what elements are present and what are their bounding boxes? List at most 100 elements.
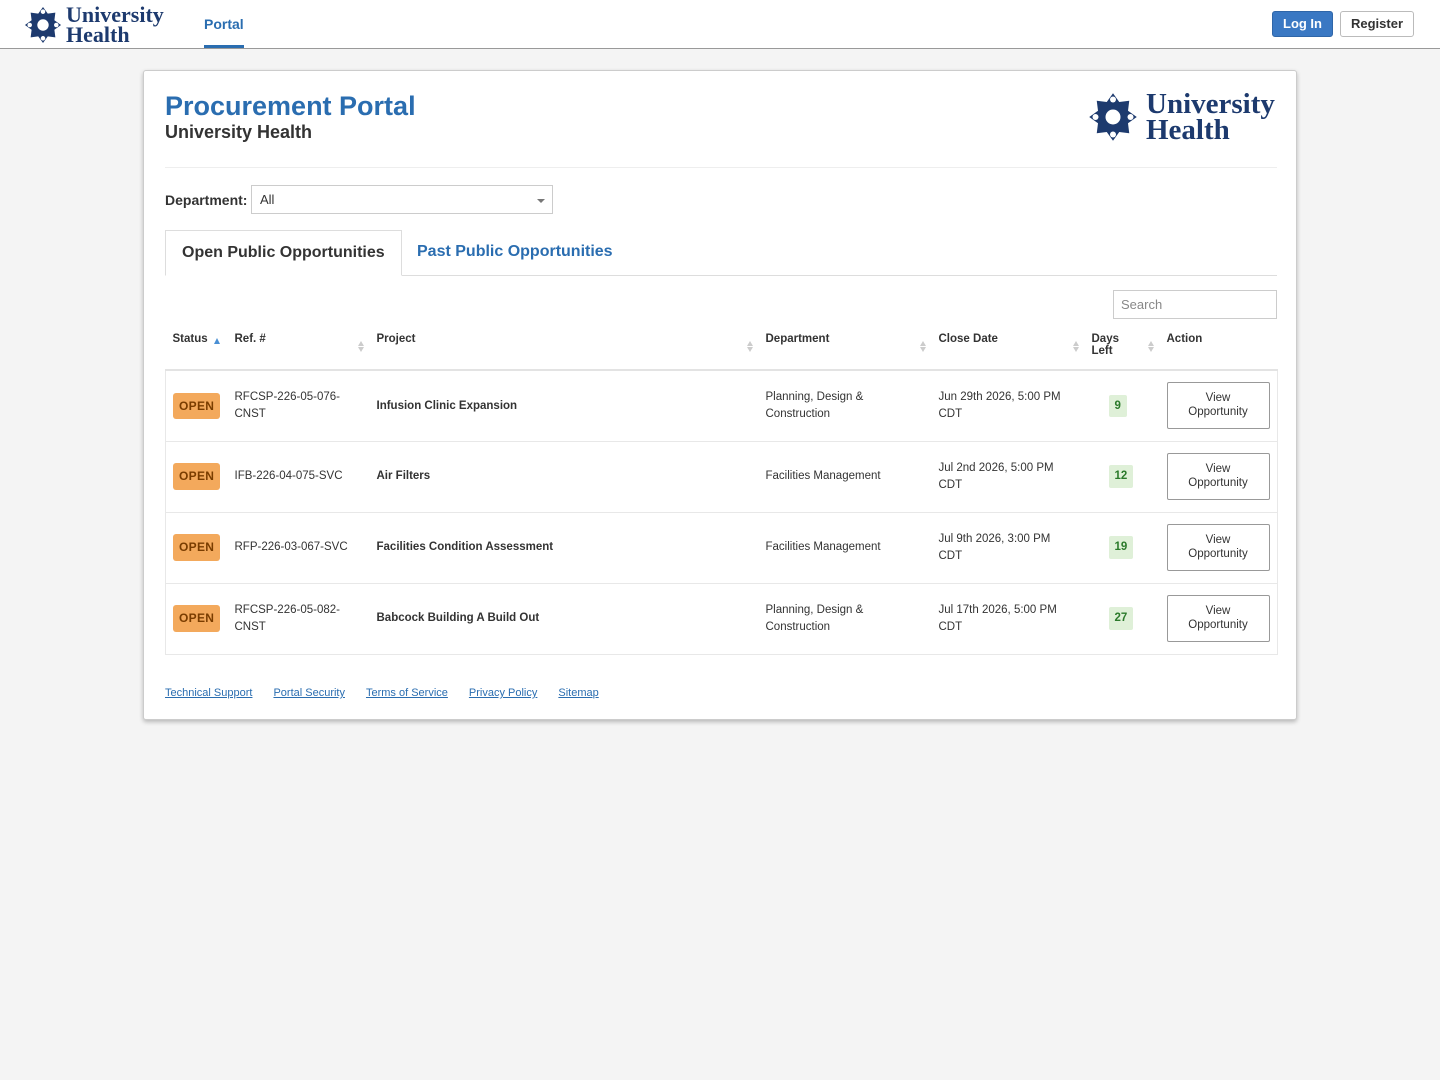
department: Planning, Design & Construction: [765, 604, 864, 633]
project-name: Babcock Building A Build Out: [376, 612, 540, 625]
close-date: Jul 17th 2026, 5:00 PM CDT: [938, 604, 1057, 633]
table-row: OPEN RFCSP-226-05-082-CNST Babcock Buildin…: [165, 583, 1278, 655]
view-button[interactable]: View Opportunity: [1166, 524, 1270, 571]
column-header-text: Ref. #: [234, 333, 266, 345]
portal-card: Procurement Portal University Health Uni…: [143, 70, 1297, 720]
footer-link[interactable]: Privacy Policy: [468, 687, 538, 699]
table-cell: RFCSP-226-05-082-CNST: [227, 583, 370, 655]
footer-link[interactable]: Technical Support: [165, 687, 253, 699]
column-header: Action: [1159, 326, 1278, 371]
footer-link[interactable]: Sitemap: [558, 687, 599, 699]
column-header[interactable]: Status: [165, 326, 228, 371]
tab[interactable]: Open Public Opportunities: [165, 230, 402, 276]
divider: [165, 167, 1277, 168]
table-cell: Jul 17th 2026, 5:00 PM CDT: [931, 583, 1085, 655]
close-date: Jun 29th 2026, 5:00 PM CDT: [938, 391, 1061, 420]
footer: Technical Support Portal Security Terms of…: [165, 687, 620, 699]
table-cell: 19: [1084, 512, 1160, 584]
tab[interactable]: Past Public Opportunities: [417, 243, 613, 260]
project-name: Infusion Clinic Expansion: [376, 399, 518, 412]
table-cell: 27: [1084, 583, 1160, 655]
table-cell: Babcock Building A Build Out: [369, 583, 759, 655]
table-cell: Jun 29th 2026, 5:00 PM CDT: [931, 370, 1085, 442]
login-button[interactable]: Log In: [1272, 11, 1333, 37]
opportunities-table: Status Ref. # Project Department Close Date D…: [165, 326, 1278, 655]
table-cell: IFB-226-04-075-SVC: [227, 441, 370, 513]
table-cell: RFP-226-03-067-SVC: [227, 512, 370, 584]
column-header-text: Department: [765, 333, 830, 345]
days-left: 27: [1108, 607, 1134, 630]
table-cell: View Opportunity: [1159, 583, 1278, 655]
logo-icon: [1089, 93, 1137, 141]
column-header[interactable]: Ref. #: [227, 326, 370, 371]
table-cell: View Opportunity: [1159, 512, 1278, 584]
tabs: Open Public Opportunities Past Public Op…: [165, 230, 1277, 276]
header-row: Status Ref. # Project Department Close Date D…: [165, 326, 1278, 371]
table-row: OPEN RFP-226-03-067-SVC Facilities Conditi…: [165, 512, 1278, 584]
logo-text: Health: [1146, 114, 1230, 147]
table-cell: Planning, Design & Construction: [758, 370, 932, 442]
view-button[interactable]: View Opportunity: [1166, 595, 1270, 642]
page-subtitle: University Health: [165, 122, 313, 142]
table-cell: OPEN: [165, 583, 228, 655]
department-select[interactable]: All: [251, 185, 553, 214]
table-cell: Jul 2nd 2026, 5:00 PM CDT: [931, 441, 1085, 513]
department: Facilities Management: [765, 470, 881, 483]
footer-link[interactable]: Terms of Service: [365, 687, 448, 699]
column-header-text: Days Left: [1091, 333, 1120, 357]
table-cell: OPEN: [165, 441, 228, 513]
table-cell: 9: [1084, 370, 1160, 442]
table-cell: Jul 9th 2026, 3:00 PM CDT: [931, 512, 1085, 584]
logo-text: Health: [66, 21, 130, 47]
nav-logo[interactable]: University Health: [24, 4, 164, 47]
table-row: OPEN RFCSP-226-05-076-CNST Infusion Clinic…: [165, 370, 1278, 442]
days-left: 19: [1108, 536, 1134, 559]
ref-number: RFP-226-03-067-SVC: [234, 541, 348, 554]
table-cell: Planning, Design & Construction: [758, 583, 932, 655]
column-header-text: Status: [172, 333, 208, 345]
table-row: OPEN IFB-226-04-075-SVC Air Filters Facilit…: [165, 441, 1278, 513]
status-badge: OPEN: [173, 463, 221, 490]
view-button[interactable]: View Opportunity: [1166, 382, 1270, 430]
table-cell: OPEN: [165, 370, 228, 442]
view-button[interactable]: View Opportunity: [1166, 453, 1270, 500]
close-date: Jul 9th 2026, 3:00 PM CDT: [938, 533, 1051, 562]
project-name: Facilities Condition Assessment: [376, 541, 554, 554]
column-header[interactable]: Project: [369, 326, 759, 371]
table-cell: OPEN: [165, 512, 228, 584]
register-button[interactable]: Register: [1340, 11, 1415, 37]
department: Facilities Management: [765, 541, 881, 554]
table-cell: Facilities Management: [758, 441, 932, 513]
table-cell: View Opportunity: [1159, 370, 1278, 442]
ref-number: IFB-226-04-075-SVC: [234, 470, 343, 483]
column-header[interactable]: Close Date: [931, 326, 1085, 371]
column-header-text: Project: [376, 333, 416, 345]
ref-number: RFCSP-226-05-076-CNST: [234, 391, 340, 420]
status-badge: OPEN: [173, 534, 221, 561]
logo-text: University: [1146, 88, 1275, 120]
column-header[interactable]: Department: [758, 326, 932, 371]
header-logo: University Health: [1088, 88, 1275, 147]
column-header[interactable]: Days Left: [1084, 326, 1160, 371]
top-nav: University Health Portal Log In Register: [0, 0, 1440, 49]
logo-icon: [24, 6, 62, 43]
table-body: OPEN RFCSP-226-05-076-CNST Infusion Clinic…: [165, 370, 1278, 655]
column-header-text: Close Date: [938, 333, 998, 345]
column-header-text: Action: [1166, 333, 1203, 345]
project-name: Air Filters: [376, 470, 431, 483]
search-input[interactable]: Search: [1113, 290, 1277, 319]
days-left: 9: [1108, 394, 1127, 417]
status-badge: OPEN: [173, 392, 221, 419]
table-cell: 12: [1084, 441, 1160, 513]
page-title: Procurement Portal: [165, 91, 416, 121]
table-cell: View Opportunity: [1159, 441, 1278, 513]
table-cell: Facilities Management: [758, 512, 932, 584]
close-date: Jul 2nd 2026, 5:00 PM CDT: [938, 462, 1054, 491]
portal-link[interactable]: Portal: [204, 0, 244, 48]
filter-label: Department:: [165, 192, 248, 208]
table-cell: RFCSP-226-05-076-CNST: [227, 370, 370, 442]
footer-link[interactable]: Portal Security: [273, 687, 345, 699]
table-cell: Infusion Clinic Expansion: [369, 370, 759, 442]
